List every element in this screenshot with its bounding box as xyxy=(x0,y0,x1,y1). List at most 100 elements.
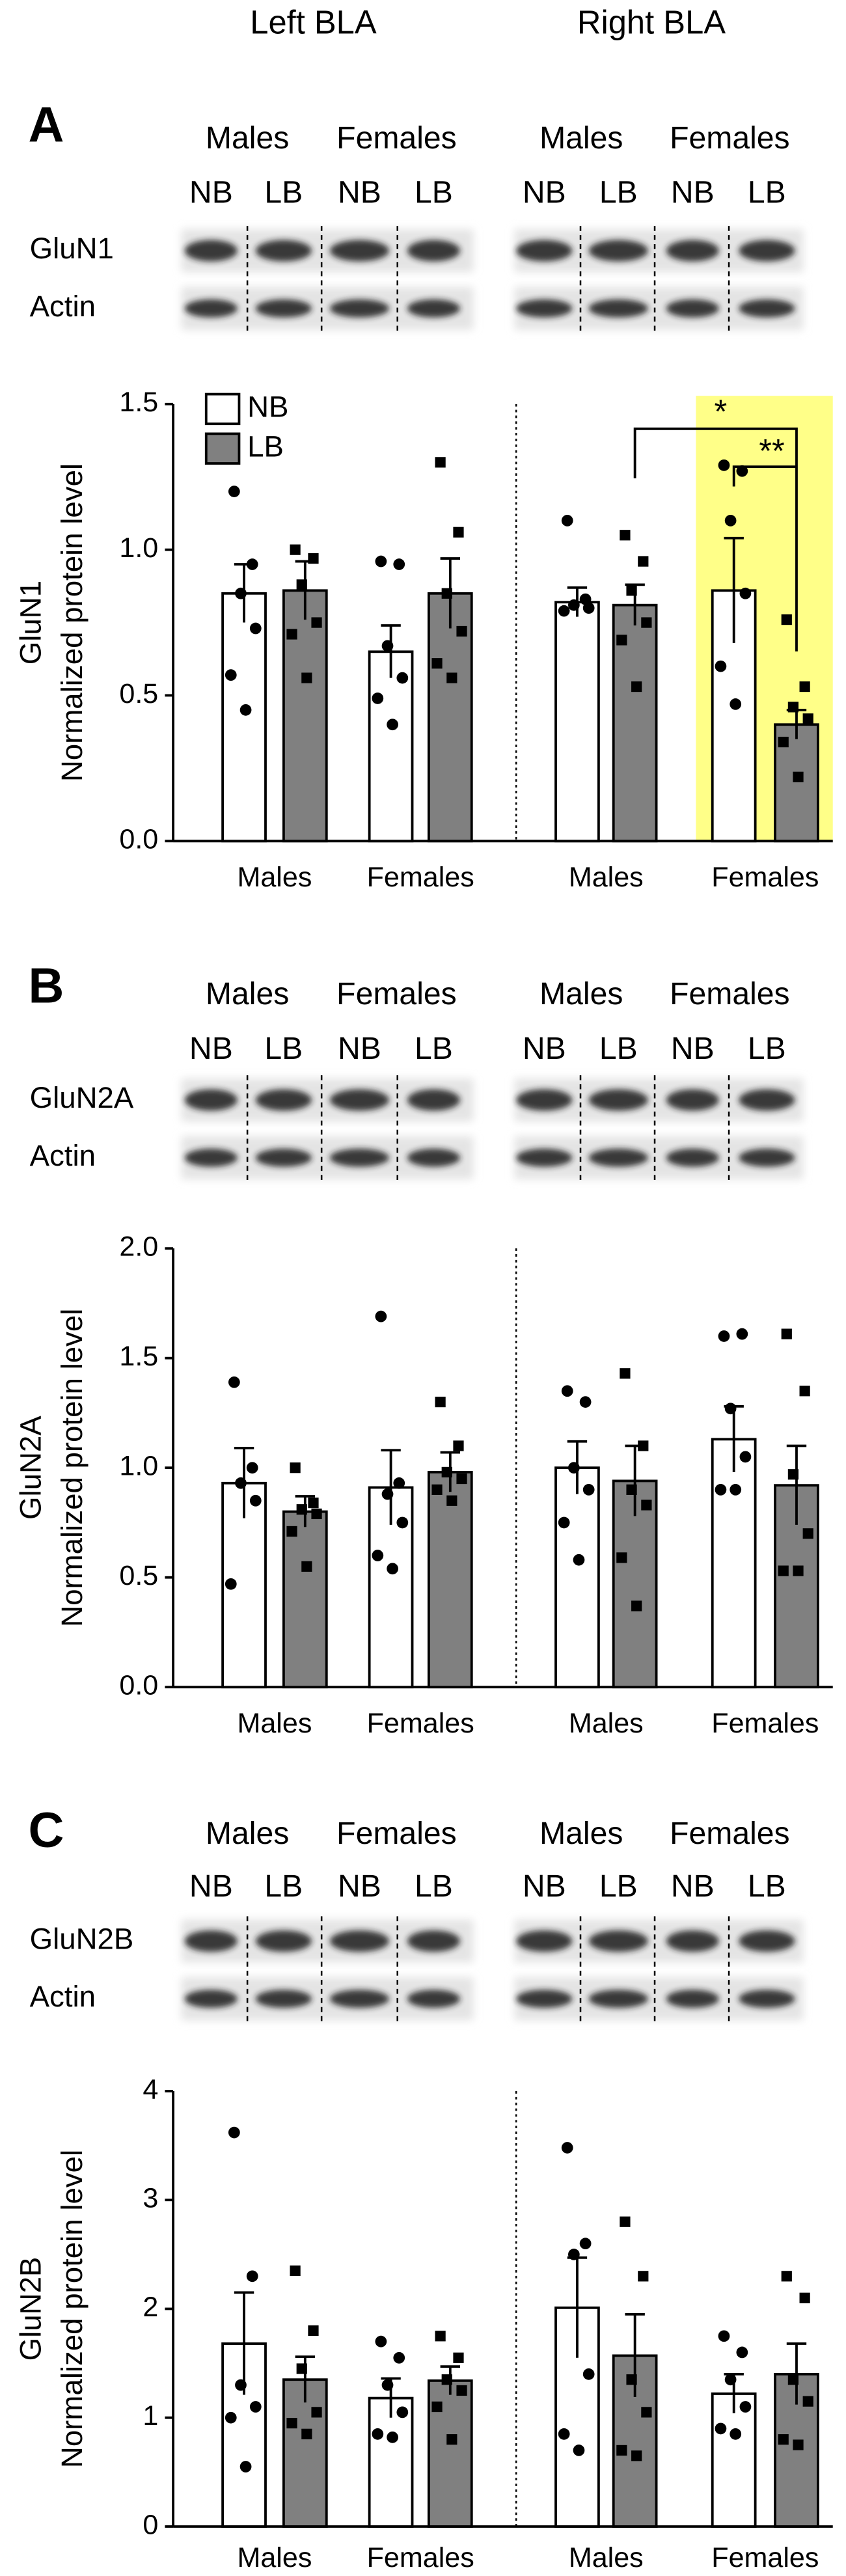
data-point xyxy=(781,1328,792,1339)
sex-label: Females xyxy=(670,976,790,1011)
y-tick-label: 4 xyxy=(143,2074,158,2105)
data-point xyxy=(620,530,631,541)
data-point xyxy=(736,1328,748,1340)
x-tick-label: Females xyxy=(367,2542,474,2573)
sex-label: Males xyxy=(206,976,289,1011)
data-point xyxy=(393,558,405,570)
blot-band xyxy=(516,1930,573,1952)
data-point xyxy=(730,698,742,710)
blot-band xyxy=(739,299,795,318)
data-point xyxy=(781,2271,792,2282)
data-point xyxy=(778,2434,789,2445)
x-tick-label: Females xyxy=(711,2542,819,2573)
blot-band xyxy=(666,299,719,318)
protein-label: GluN2B xyxy=(30,1922,134,1955)
data-point xyxy=(249,622,262,635)
data-point xyxy=(246,2270,258,2282)
blot-band xyxy=(588,240,648,262)
data-point xyxy=(387,1563,398,1575)
data-point xyxy=(579,593,592,605)
data-point xyxy=(739,1451,752,1463)
data-point xyxy=(715,2422,727,2435)
protein-label: GluN1 xyxy=(30,232,114,265)
data-point xyxy=(730,1484,742,1496)
x-tick-label: Females xyxy=(367,862,474,893)
data-point xyxy=(249,2401,262,2413)
lane-label: NB xyxy=(338,1031,381,1066)
blot-band xyxy=(329,299,390,318)
lane-label: NB xyxy=(338,175,381,210)
blot-band xyxy=(739,1990,795,2008)
data-point xyxy=(431,1484,443,1496)
data-point xyxy=(239,2461,252,2473)
legend-label: LB xyxy=(247,430,284,463)
y-tick-label: 0.0 xyxy=(119,824,158,855)
data-point xyxy=(290,1462,301,1473)
data-point xyxy=(736,2346,748,2359)
blot-band xyxy=(184,240,238,262)
data-point xyxy=(387,719,398,731)
data-point xyxy=(620,1368,631,1379)
blot-band xyxy=(516,299,573,318)
sex-label: Males xyxy=(206,120,289,156)
data-point xyxy=(393,2351,405,2364)
data-point xyxy=(228,2126,240,2139)
legend-swatch xyxy=(204,392,241,426)
data-point xyxy=(308,2325,319,2336)
data-point xyxy=(453,1440,464,1451)
data-point xyxy=(387,2431,398,2443)
panel-letter: B xyxy=(29,958,64,1013)
data-point xyxy=(730,2428,742,2440)
data-point xyxy=(225,2411,237,2424)
data-point xyxy=(375,1310,387,1322)
y-tick-label: 3 xyxy=(143,2183,158,2214)
data-point xyxy=(638,556,649,567)
data-point xyxy=(239,704,252,716)
sex-label: Females xyxy=(670,1816,790,1851)
data-point xyxy=(802,1528,813,1539)
data-point xyxy=(638,2271,649,2282)
data-point xyxy=(641,617,652,628)
bar xyxy=(711,1438,757,1689)
data-point xyxy=(793,1565,804,1576)
blot-band xyxy=(184,299,238,318)
protein-label: Actin xyxy=(30,1139,96,1172)
data-point xyxy=(228,486,240,497)
blot-band xyxy=(666,1990,719,2008)
data-point xyxy=(778,1565,789,1576)
data-point xyxy=(396,672,409,684)
y-axis-label: GluN2B xyxy=(14,2257,48,2361)
bar xyxy=(221,592,267,843)
data-point xyxy=(631,1600,642,1611)
data-point xyxy=(561,2142,573,2154)
data-point xyxy=(641,2407,652,2418)
data-point xyxy=(456,2385,467,2396)
bar xyxy=(554,1466,600,1689)
y-axis-label: Normalized protein level xyxy=(55,463,89,782)
data-point xyxy=(631,2450,642,2461)
data-point xyxy=(616,2445,627,2456)
sex-label: Females xyxy=(336,976,457,1011)
y-tick-label: 1.0 xyxy=(119,1451,158,1482)
column-title: Left BLA xyxy=(250,3,377,40)
blot-band xyxy=(407,1089,461,1111)
data-point xyxy=(456,1473,467,1485)
lane-label: LB xyxy=(599,1031,638,1066)
data-point xyxy=(225,1578,237,1590)
blot-band xyxy=(666,240,719,262)
data-point xyxy=(431,658,443,669)
y-tick-label: 1.5 xyxy=(119,1341,158,1372)
data-point xyxy=(582,602,595,614)
x-tick-label: Males xyxy=(237,862,312,893)
data-point xyxy=(793,2439,804,2450)
data-point xyxy=(620,2216,631,2227)
sex-label: Males xyxy=(206,1816,289,1851)
bar xyxy=(554,601,600,843)
x-tick-label: Females xyxy=(711,1708,819,1739)
data-point xyxy=(802,713,813,724)
sex-label: Females xyxy=(336,120,457,156)
data-point xyxy=(308,1498,319,1509)
data-point xyxy=(582,1484,595,1496)
